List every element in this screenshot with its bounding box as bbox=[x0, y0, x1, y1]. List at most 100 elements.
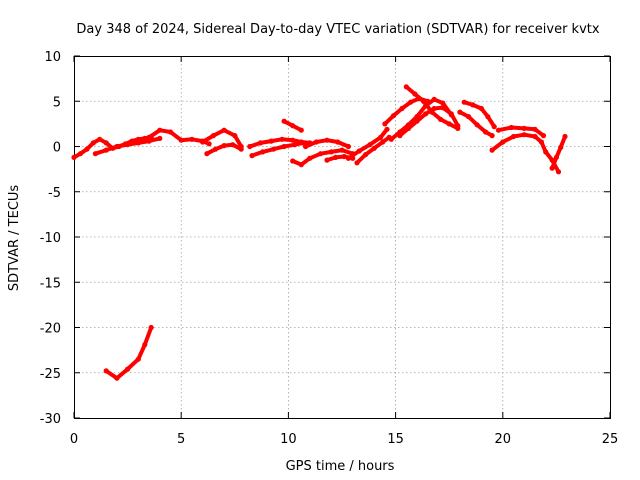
data-point bbox=[230, 142, 236, 148]
data-point bbox=[408, 99, 414, 105]
data-point bbox=[84, 146, 90, 152]
data-point bbox=[549, 165, 555, 171]
data-point bbox=[345, 143, 351, 150]
y-tick-label: -10 bbox=[40, 231, 61, 246]
data-point bbox=[290, 123, 296, 129]
data-point bbox=[399, 105, 405, 112]
data-point bbox=[221, 143, 227, 149]
data-point bbox=[562, 133, 568, 140]
data-point bbox=[403, 84, 409, 90]
data-point bbox=[388, 136, 394, 142]
data-point bbox=[328, 149, 334, 155]
data-point bbox=[200, 139, 206, 145]
data-point bbox=[324, 137, 330, 143]
data-point bbox=[356, 148, 362, 154]
data-point bbox=[114, 375, 120, 381]
data-point bbox=[146, 134, 152, 140]
data-point bbox=[354, 160, 360, 166]
data-point bbox=[125, 366, 131, 372]
data-point bbox=[339, 147, 345, 153]
data-point bbox=[483, 129, 489, 135]
data-point bbox=[384, 126, 390, 132]
data-point bbox=[540, 133, 547, 139]
tick-labels: 0 5 10 15 20 25 -30 -25 -20 -15 -10 -5 0 5 10 bbox=[40, 50, 619, 447]
data-point bbox=[257, 140, 264, 146]
data-point bbox=[157, 127, 163, 133]
data-point bbox=[307, 155, 313, 161]
data-point bbox=[135, 136, 141, 142]
data-point bbox=[292, 142, 298, 148]
x-tick-label: 0 bbox=[70, 432, 78, 447]
data-point bbox=[470, 102, 476, 108]
series-arc-22-line bbox=[550, 134, 567, 171]
data-point bbox=[249, 153, 255, 159]
data-point bbox=[270, 146, 276, 152]
data-point bbox=[92, 151, 98, 157]
data-point bbox=[440, 100, 446, 106]
x-tick-label: 20 bbox=[495, 432, 512, 447]
data-point bbox=[114, 143, 120, 150]
data-point bbox=[412, 91, 418, 97]
data-point bbox=[489, 133, 495, 139]
data-point bbox=[341, 153, 347, 160]
data-point bbox=[371, 145, 377, 151]
data-point bbox=[298, 162, 304, 168]
x-axis-title: GPS time / hours bbox=[286, 459, 395, 474]
x-tick-label: 15 bbox=[387, 432, 404, 447]
data-point bbox=[103, 368, 109, 374]
data-point bbox=[553, 154, 560, 160]
data-point bbox=[521, 132, 527, 138]
data-point bbox=[465, 114, 472, 120]
data-point bbox=[423, 111, 429, 117]
data-point bbox=[510, 133, 517, 140]
x-tick-label: 5 bbox=[177, 432, 185, 447]
data-point bbox=[446, 121, 452, 127]
data-point bbox=[543, 149, 549, 155]
data-point bbox=[521, 125, 527, 131]
data-point bbox=[495, 127, 502, 133]
data-point bbox=[448, 111, 454, 117]
data-point bbox=[489, 147, 495, 153]
y-tick-label: 0 bbox=[53, 141, 61, 156]
data-point bbox=[148, 324, 154, 331]
data-point bbox=[431, 96, 437, 102]
y-tick-label: -15 bbox=[40, 276, 61, 291]
data-point bbox=[491, 124, 497, 130]
y-tick-label: -25 bbox=[40, 367, 61, 382]
data-point bbox=[363, 152, 369, 158]
data-point bbox=[397, 133, 403, 139]
data-point bbox=[232, 133, 238, 139]
data-point bbox=[431, 105, 437, 112]
data-point bbox=[461, 99, 467, 105]
data-point bbox=[157, 135, 163, 141]
data-point bbox=[279, 136, 285, 142]
y-tick-label: 10 bbox=[44, 50, 61, 65]
y-axis-title: SDTVAR / TECUs bbox=[7, 185, 22, 292]
data-point bbox=[303, 143, 309, 150]
data-point bbox=[281, 118, 287, 124]
data-point bbox=[440, 105, 446, 111]
data-point bbox=[135, 356, 141, 362]
data-point bbox=[260, 149, 266, 155]
data-point bbox=[290, 158, 296, 164]
data-point bbox=[313, 139, 319, 145]
data-point bbox=[558, 144, 564, 150]
data-point bbox=[455, 123, 461, 129]
x-tick-label: 10 bbox=[280, 432, 297, 447]
data-point bbox=[485, 114, 491, 120]
data-point bbox=[268, 138, 274, 144]
y-tick-label: -20 bbox=[40, 322, 61, 337]
data-point bbox=[189, 136, 195, 142]
data-point bbox=[555, 169, 562, 175]
data-point bbox=[478, 105, 484, 112]
y-tick-label: -30 bbox=[40, 412, 61, 427]
data-point bbox=[390, 113, 397, 119]
data-point bbox=[298, 127, 304, 133]
data-point bbox=[532, 126, 538, 132]
data-point bbox=[204, 151, 210, 157]
data-point bbox=[382, 121, 388, 127]
data-point bbox=[333, 154, 339, 160]
x-tick-label: 25 bbox=[602, 432, 619, 447]
